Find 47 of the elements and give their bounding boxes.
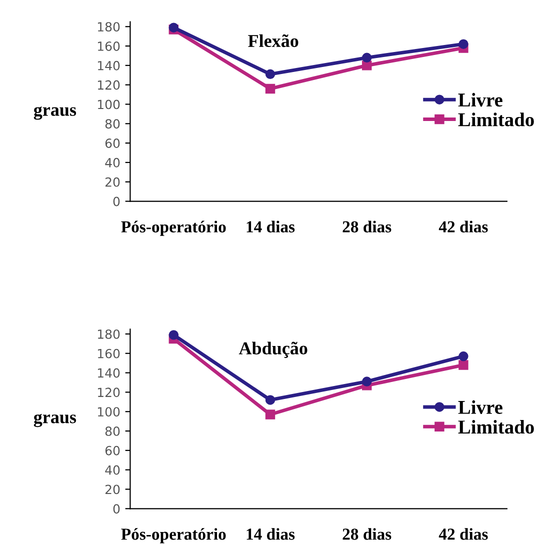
y-tick-label: 180 (98, 22, 120, 32)
x-tick-label: 14 dias (246, 220, 295, 232)
point (362, 60, 372, 70)
y-tick-label: 40 (105, 158, 120, 168)
point (265, 69, 276, 80)
y-tick-label: 180 (98, 329, 120, 339)
legend-label: Limitado (458, 112, 534, 126)
legend-label: Livre (458, 92, 502, 107)
point (458, 351, 468, 362)
point (265, 410, 276, 420)
y-tick-label: 120 (98, 80, 120, 90)
point (458, 39, 468, 49)
y-axis-title: graus (34, 414, 76, 428)
y-tick-label: 0 (113, 504, 120, 514)
y-tick-label: 140 (98, 368, 120, 378)
y-tick-label: 0 (113, 196, 120, 206)
y-tick-label: 20 (105, 177, 120, 187)
point (362, 52, 372, 63)
y-tick-label: 40 (105, 465, 120, 475)
x-tick-label: 28 dias (342, 528, 392, 540)
y-tick-label: 80 (105, 119, 120, 129)
point (265, 395, 276, 405)
y-tick-label: 80 (105, 426, 120, 436)
x-tick-label: Pós-operatório (121, 220, 226, 236)
legend-label: Limitado (458, 420, 534, 434)
y-tick-label: 20 (105, 484, 120, 494)
text: Flexão (248, 34, 298, 48)
point (458, 360, 468, 370)
point (362, 376, 372, 386)
y-tick-label: 120 (98, 388, 120, 398)
point (265, 84, 276, 94)
y-tick-label: 140 (98, 60, 120, 70)
y-tick-label: 60 (105, 446, 120, 456)
y-tick-label: 160 (98, 41, 120, 51)
x-tick-label: 42 dias (438, 220, 488, 232)
x-tick-label: 14 dias (246, 528, 295, 540)
x-tick-label: 42 dias (438, 528, 488, 540)
point (168, 330, 179, 340)
x-tick-label: Pós-operatório (121, 528, 226, 544)
y-axis-title: graus (34, 106, 76, 120)
y-tick-label: 160 (98, 348, 120, 358)
y-tick-label: 100 (98, 100, 120, 110)
y-tick-label: 100 (98, 407, 120, 417)
legend-label: Livre (458, 400, 502, 414)
x-tick-label: 28 dias (342, 220, 392, 232)
text: Abdução (238, 342, 308, 358)
y-tick-label: 60 (105, 138, 120, 148)
